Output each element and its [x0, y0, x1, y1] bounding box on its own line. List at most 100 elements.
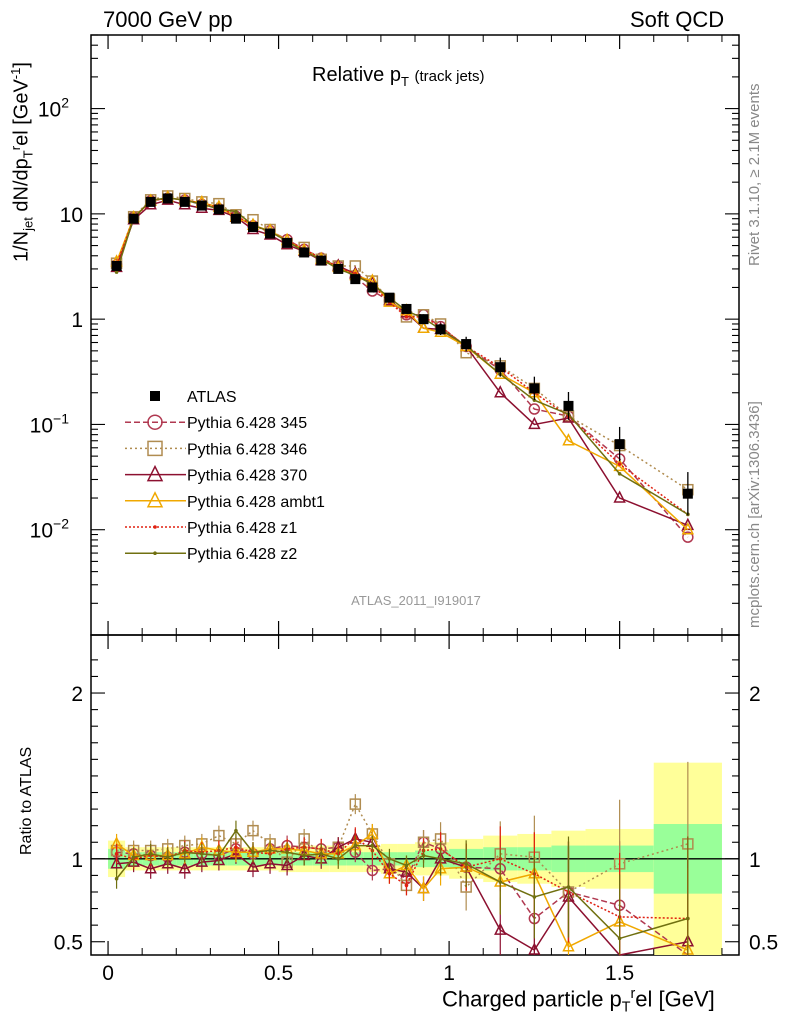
ratio-point	[498, 880, 503, 884]
legend-marker	[147, 414, 163, 430]
mc-point	[532, 398, 537, 402]
ratio-point	[217, 853, 221, 858]
mc-line	[115, 197, 689, 515]
data-point	[401, 303, 412, 314]
data-point	[384, 292, 395, 303]
y-tick-label: 1	[71, 309, 83, 332]
mc-point	[613, 490, 626, 503]
ratio-point	[370, 843, 375, 848]
ratio-point	[438, 857, 443, 861]
legend-label: Pythia 6.428 345	[187, 415, 307, 432]
ratio-point	[110, 856, 123, 869]
ratio-point	[464, 862, 468, 866]
data-point	[333, 263, 344, 274]
data-point	[145, 196, 156, 207]
data-point	[265, 228, 276, 239]
ratio-y-tick-label: 0.5	[54, 932, 83, 955]
ratio-line	[115, 829, 689, 940]
mc-point	[617, 471, 622, 476]
legend-label: Pythia 6.428 ambt1	[187, 494, 325, 511]
main-y-axis-label: 1/Njet dN/dpTrel [GeV-1]	[8, 62, 36, 262]
mc-point	[404, 315, 409, 319]
ratio-point	[421, 853, 426, 858]
mc-point	[494, 366, 507, 379]
data-point	[213, 204, 224, 215]
ratio-point	[494, 922, 507, 935]
ratio-line	[116, 836, 688, 920]
ratio-point	[195, 854, 209, 867]
ratio-point	[349, 798, 362, 810]
y-tick-label: 102	[38, 95, 69, 122]
legend-marker-atlas	[150, 391, 160, 401]
y-tick-label: 10	[60, 204, 83, 227]
legend-label: Pythia 6.428 370	[187, 468, 307, 485]
ratio-point	[131, 855, 136, 859]
main-title: Relative pT (track jets)	[312, 64, 485, 89]
ratio-point	[144, 861, 157, 874]
ratio-point	[404, 883, 409, 888]
ratio-point	[528, 942, 541, 955]
data-point	[435, 324, 446, 335]
ratio-point	[268, 848, 272, 853]
x-tick-label: 0.5	[264, 962, 293, 985]
data-point	[111, 260, 122, 271]
legend-label: Pythia 6.428 346	[187, 441, 307, 458]
ratio-point	[182, 850, 187, 855]
y-tick-label: 10−2	[30, 516, 70, 543]
data-point	[128, 213, 139, 224]
data-point	[299, 247, 310, 258]
data-point	[179, 196, 190, 207]
ratio-point	[263, 856, 277, 869]
mc-point	[617, 462, 622, 466]
ratio-y-tick-label-right: 0.5	[749, 932, 778, 955]
ratio-point	[562, 939, 575, 952]
data-point	[495, 362, 506, 373]
ratio-point	[234, 828, 238, 833]
ratio-point	[200, 852, 204, 856]
data-point	[196, 200, 207, 211]
ratio-point	[353, 843, 358, 848]
data-point	[563, 400, 574, 411]
ratio-point	[387, 857, 392, 861]
ratio-y-tick-label-right: 2	[749, 683, 761, 706]
legend-marker	[146, 491, 164, 508]
analysis-watermark: ATLAS_2011_I919017	[351, 593, 481, 608]
ratio-y-tick-label: 2	[71, 683, 83, 706]
header-energy: 7000 GeV pp	[103, 7, 233, 32]
ratio-point	[247, 824, 259, 837]
mc-point	[613, 458, 626, 472]
legend-marker	[153, 551, 157, 555]
legend-label: ATLAS	[187, 389, 237, 406]
mc-point	[528, 416, 541, 430]
ratio-point	[178, 861, 192, 874]
ratio-point	[114, 876, 119, 881]
ratio-point	[234, 845, 238, 850]
legend-marker	[153, 525, 157, 529]
mc-point	[681, 522, 695, 535]
main-panel-frame	[90, 34, 740, 636]
ratio-point	[285, 850, 289, 855]
data-point	[248, 222, 258, 233]
mcplots-reference: mcplots.cern.ch [arXiv:1306.3436]	[746, 401, 763, 628]
mc-point	[494, 385, 507, 398]
mc-point	[417, 320, 430, 333]
data-point	[162, 193, 173, 204]
ratio-point	[617, 936, 622, 941]
data-point	[418, 314, 429, 325]
data-point	[461, 339, 472, 350]
x-tick-label: 1.5	[605, 962, 634, 985]
main-series	[110, 189, 695, 543]
ratio-point	[114, 852, 119, 856]
legend-marker	[147, 440, 163, 457]
main-axis-ticks: 10−2 10−1 1 10 102 ATLAS_2011_I919017	[30, 34, 739, 636]
mc-point	[114, 270, 119, 274]
header-category: Soft QCD	[630, 7, 725, 32]
mc-point	[562, 433, 575, 446]
ratio-y-axis-label: Ratio to ATLAS	[18, 746, 35, 855]
ratio-point	[404, 863, 409, 868]
data-point	[316, 255, 327, 266]
ratio-point	[280, 857, 294, 871]
ratio-point	[319, 852, 324, 856]
ratio-y-tick-label: 1	[71, 849, 83, 872]
